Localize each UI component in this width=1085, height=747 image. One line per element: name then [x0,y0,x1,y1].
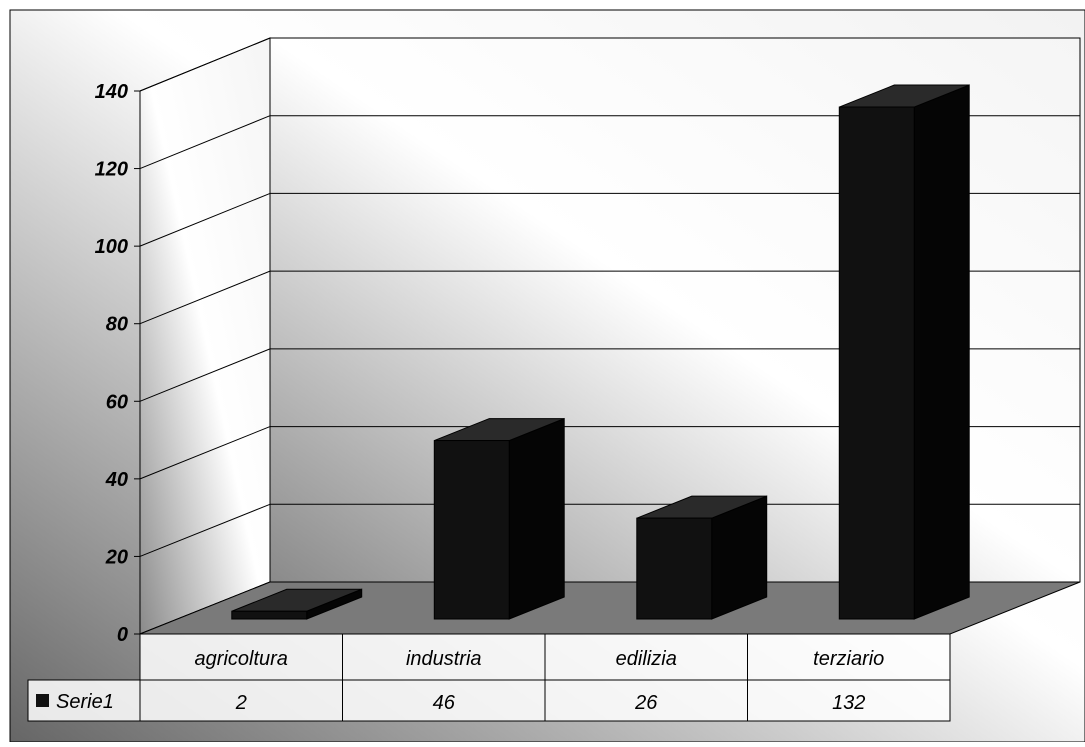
bar [231,588,363,620]
gridline-side [139,115,271,170]
gridline-side [139,503,271,557]
y-tick-label: 40 [105,469,128,491]
gridline-side [139,37,271,92]
category-label: edilizia [616,648,677,670]
data-label: 46 [433,692,456,714]
y-tick-label: 100 [95,236,128,258]
data-label: 26 [634,692,658,714]
category-label: agricoltura [195,648,288,670]
bar-side [508,417,565,620]
y-tick-label: 120 [95,159,128,181]
data-label: 2 [235,692,247,714]
y-tick-label: 80 [106,314,128,336]
y-tick-label: 0 [117,624,128,646]
data-label: 132 [832,692,865,714]
legend-entry: Serie1 [56,691,114,713]
gridline-side [139,348,271,402]
bar [433,417,565,620]
gridline-side [139,192,271,247]
bar-front [838,106,915,620]
category-label: terziario [813,648,884,670]
y-tick-label: 60 [106,391,128,413]
bar-front [231,610,308,620]
gridline-side [139,270,271,325]
bar [838,84,970,620]
legend-swatch [36,694,49,707]
y-tick-label: 140 [95,81,128,103]
bar-side [913,84,970,620]
bar-front [636,517,713,620]
gridline-side [139,426,271,480]
table-value-row [27,679,951,722]
bar [636,495,768,620]
category-label: industria [406,648,482,670]
bar-front [433,440,510,620]
y-tick-label: 20 [105,546,128,568]
side-wall [139,37,271,635]
